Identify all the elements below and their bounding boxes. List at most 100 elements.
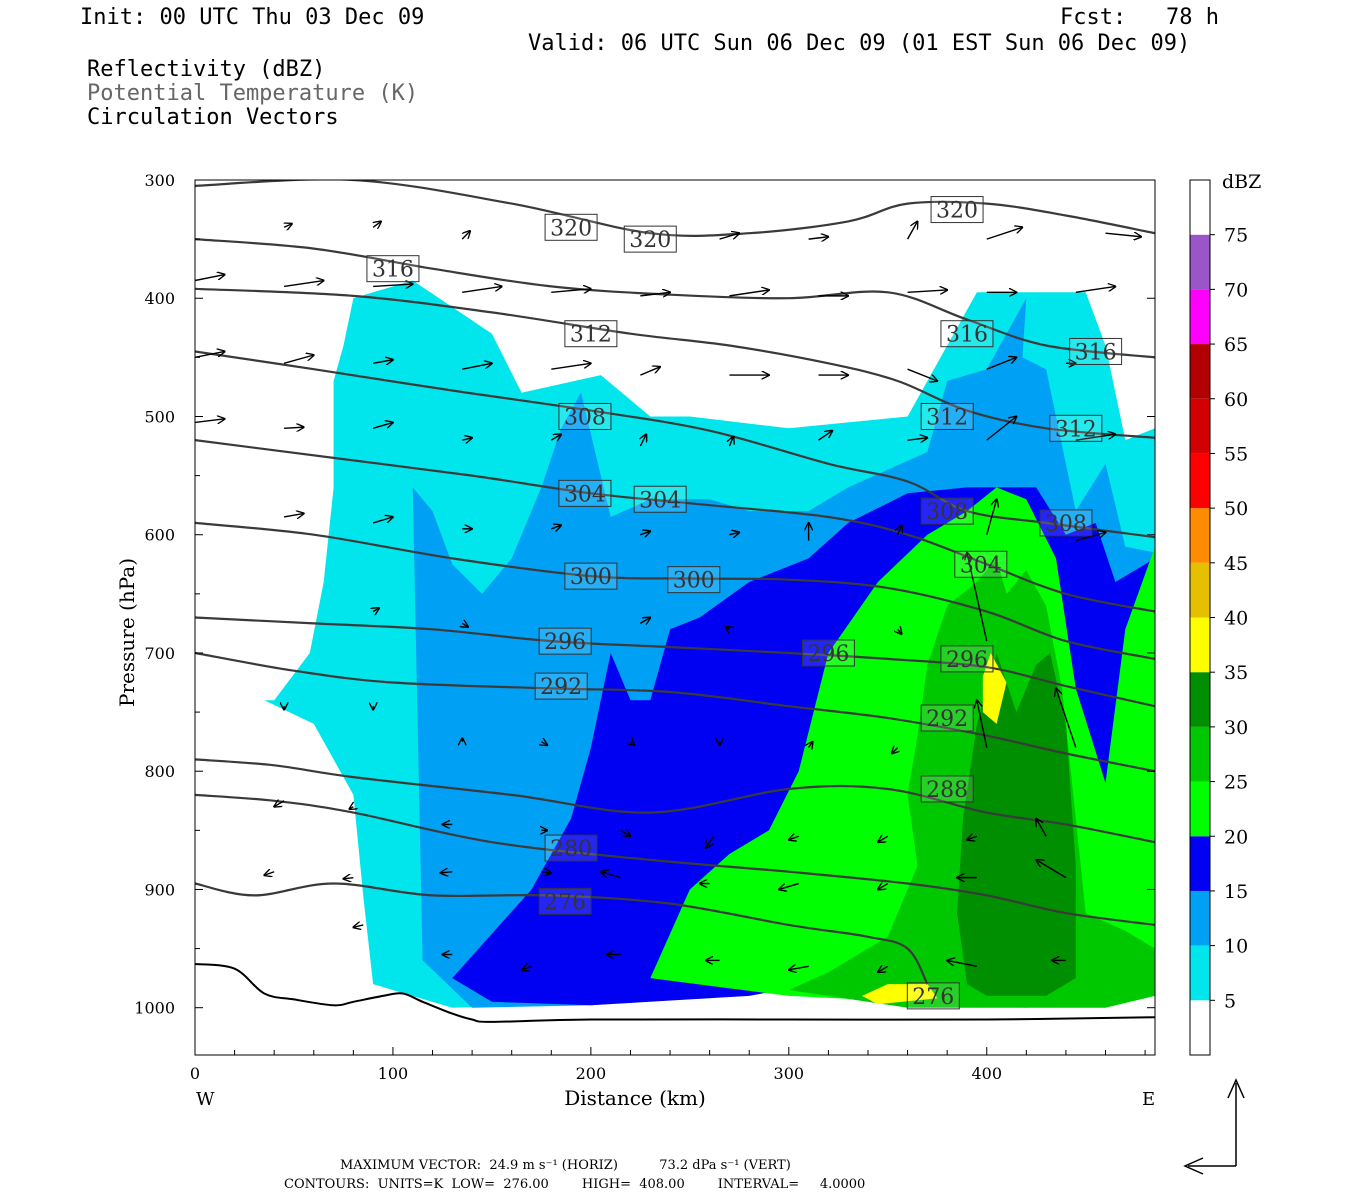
colorbar-label: 40	[1224, 608, 1248, 630]
theta-label-304: 304	[639, 488, 681, 513]
y-tick-label: 300	[144, 171, 175, 190]
circulation-vector	[551, 525, 561, 529]
circulation-vector	[907, 290, 948, 292]
theta-label-296: 296	[946, 648, 988, 673]
circulation-vector-layer	[195, 221, 1141, 972]
theta-label-box-296	[940, 645, 994, 673]
circulation-vector	[373, 284, 413, 286]
theta-contour-280	[195, 793, 1155, 926]
theta-label-288: 288	[926, 778, 968, 803]
y-tick-label: 800	[144, 762, 175, 781]
theta-label-box-312	[920, 402, 974, 430]
valid-time: Valid: 06 UTC Sun 06 Dec 09 (01 EST Sun …	[528, 31, 1191, 56]
theta-label-box-296	[538, 627, 592, 655]
colorbar-label: 60	[1224, 389, 1248, 411]
theta-label-276: 276	[544, 890, 586, 915]
circulation-vector	[1056, 688, 1077, 748]
theta-contour-288	[195, 758, 1155, 844]
circulation-vector	[729, 437, 733, 447]
theta-label-296: 296	[807, 642, 849, 667]
theta-label-304: 304	[960, 553, 1002, 578]
circulation-vector	[461, 231, 470, 240]
surface-line	[195, 963, 1155, 1023]
theta-label-292: 292	[926, 707, 968, 732]
theta-contour-304	[195, 439, 1155, 613]
reflectivity-fill-layer	[264, 280, 1155, 1008]
circulation-vector	[462, 363, 492, 370]
colorbar-label: 30	[1224, 717, 1248, 739]
x-end-label-west: W	[196, 1089, 215, 1110]
theta-label-box-308	[920, 497, 974, 525]
colorbar-bin	[1190, 180, 1210, 235]
circulation-vector	[725, 627, 729, 629]
theta-label-316: 316	[1075, 340, 1117, 365]
theta-label-308: 308	[564, 405, 606, 430]
colorbar-label: 70	[1224, 279, 1248, 301]
theta-contour-312	[195, 287, 1155, 439]
colorbar-bin	[1190, 890, 1210, 946]
theta-label-box-308	[1039, 509, 1093, 537]
colorbar-bin	[1190, 726, 1210, 782]
theta-contour-276	[195, 882, 929, 985]
theta-label-layer: 320 320 320 316 316 316 312 312 312 308 308 308 304 3…	[366, 196, 1123, 1010]
reflectivity-region-35dbz	[982, 653, 1007, 724]
colorbar-label: 15	[1224, 881, 1248, 903]
circulation-vector	[620, 830, 631, 836]
theta-label-280: 280	[550, 837, 592, 862]
circulation-vector	[551, 289, 591, 293]
theta-label-box-304	[558, 479, 612, 507]
theta-contour-316	[195, 238, 1155, 359]
circulation-vector	[541, 742, 547, 746]
colorbar-bin	[1190, 781, 1210, 837]
circulation-vector	[373, 608, 379, 612]
theta-label-316: 316	[946, 323, 988, 348]
reference-vector-icon	[1183, 1078, 1245, 1175]
circulation-vector	[878, 836, 889, 842]
circulation-vector	[640, 367, 660, 376]
circulation-vector	[522, 966, 532, 970]
theta-label-box-308	[558, 402, 612, 430]
colorbar-label: 5	[1224, 990, 1236, 1012]
colorbar-bin	[1190, 508, 1210, 563]
circulation-vector	[1036, 819, 1047, 837]
theta-label-box-320	[930, 196, 984, 224]
circulation-vector	[818, 431, 833, 441]
theta-label-292: 292	[540, 675, 582, 700]
circulation-vector	[729, 290, 769, 297]
circulation-vector	[551, 363, 591, 370]
theta-label-320: 320	[629, 228, 671, 253]
circulation-vector	[640, 292, 670, 296]
theta-label-box-312	[564, 320, 618, 348]
circulation-vector	[195, 351, 225, 359]
x-tick-label: 100	[378, 1064, 409, 1083]
max-vector-note: MAXIMUM VECTOR: 24.9 m s⁻¹ (HORIZ) 73.2 …	[340, 1158, 791, 1173]
colorbar-bin	[1190, 289, 1210, 345]
circulation-vector	[1075, 286, 1116, 294]
theta-label-320: 320	[550, 216, 592, 241]
colorbar-label: 65	[1224, 334, 1248, 356]
circulation-vector	[373, 221, 381, 227]
y-tick-label: 700	[144, 644, 175, 663]
circulation-vector	[1075, 532, 1106, 542]
x-tick-label: 300	[774, 1064, 805, 1083]
circulation-vector	[640, 531, 650, 535]
circulation-vector	[284, 224, 292, 228]
circulation-vector	[892, 748, 898, 754]
colorbar-bin	[1190, 836, 1210, 891]
colorbar-bin	[1190, 398, 1210, 454]
theta-label-312: 312	[926, 405, 968, 430]
circulation-vector	[264, 872, 275, 876]
circulation-vector	[719, 233, 740, 240]
circulation-vector	[906, 221, 918, 240]
circulation-vector	[195, 419, 225, 423]
theta-label-276: 276	[912, 985, 954, 1010]
x-tick-label: 400	[971, 1064, 1002, 1083]
circulation-vector	[283, 281, 324, 288]
theta-contour-layer	[195, 180, 1155, 1023]
colorbar-bin	[1190, 453, 1210, 509]
theta-label-box-292	[534, 672, 588, 700]
theta-label-box-288	[920, 775, 974, 803]
circulation-vector	[706, 835, 715, 848]
theta-label-312: 312	[570, 323, 612, 348]
